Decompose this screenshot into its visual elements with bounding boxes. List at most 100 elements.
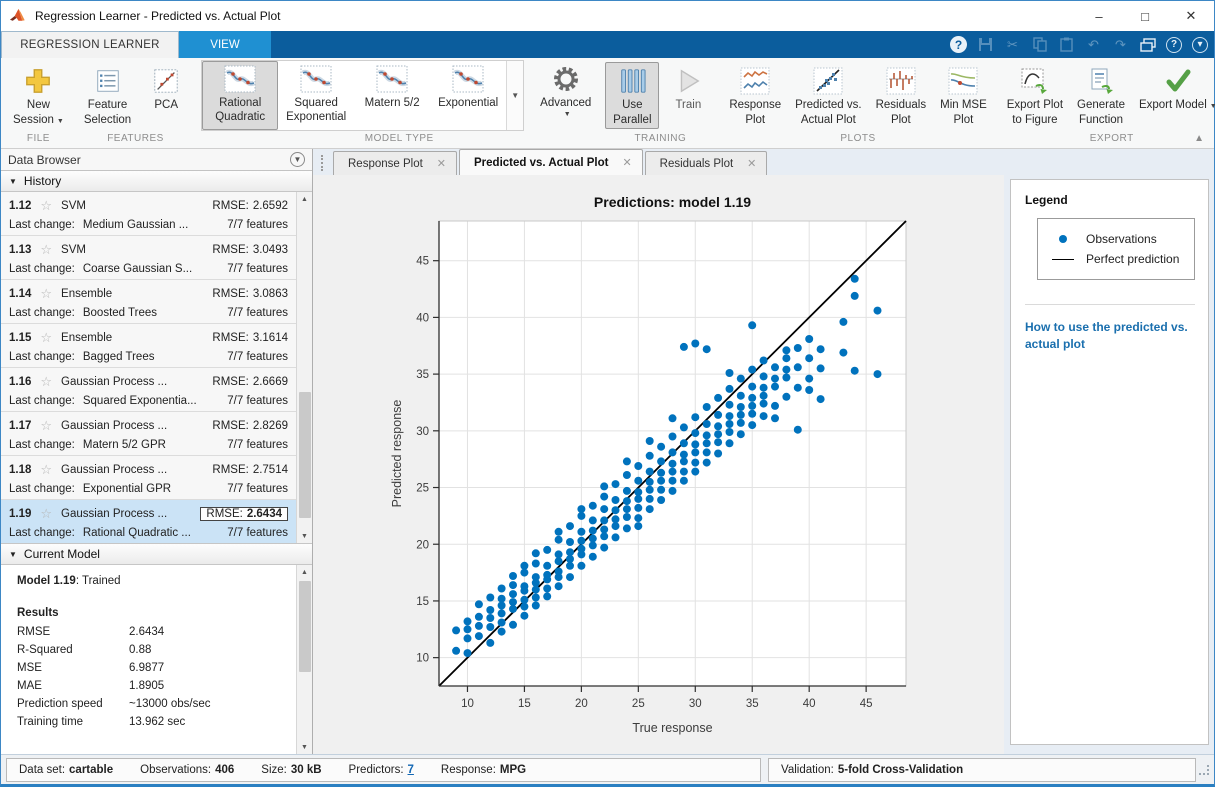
- scroll-up-icon[interactable]: ▲: [297, 192, 312, 206]
- help-icon[interactable]: ?: [1166, 37, 1182, 53]
- min-mse-plot-button[interactable]: Min MSE Plot: [934, 62, 993, 129]
- favorite-star-icon[interactable]: ☆: [40, 463, 52, 476]
- last-change-value: Exponential GPR: [83, 483, 227, 495]
- data-browser-title: Data Browser: [8, 153, 81, 167]
- tab-response-plot[interactable]: Response Plot ✕: [333, 151, 457, 175]
- model-type: Gaussian Process ...: [61, 508, 200, 520]
- current-model-scrollbar[interactable]: ▲ ▼: [296, 565, 312, 754]
- gpr-kernel-thumbnail-icon: [452, 65, 484, 96]
- current-model-section-header[interactable]: ▼ Current Model: [1, 544, 312, 565]
- ribbon: New Session▼ FILE Feature Selection: [1, 58, 1214, 149]
- ribbon-group-export: Export Plot to Figure Generate Function …: [997, 58, 1215, 148]
- residuals-plot-icon: [886, 64, 916, 98]
- gallery-dropdown-button[interactable]: ▼: [506, 61, 523, 130]
- generate-function-button[interactable]: Generate Function: [1071, 62, 1131, 129]
- favorite-star-icon[interactable]: ☆: [40, 199, 52, 212]
- close-tab-icon[interactable]: ✕: [437, 157, 446, 170]
- gear-icon: [551, 62, 581, 96]
- group-label-training: TRAINING: [601, 131, 719, 148]
- result-label: Training time: [17, 716, 129, 728]
- train-button[interactable]: Train: [661, 62, 715, 114]
- gpr-kernel-thumbnail-icon: [300, 65, 332, 96]
- favorite-star-icon[interactable]: ☆: [40, 243, 52, 256]
- panel-options-chevron-icon[interactable]: ▼: [290, 152, 305, 167]
- predicted-vs-actual-plot-button[interactable]: Predicted vs. Actual Plot: [789, 62, 867, 129]
- maximize-button[interactable]: □: [1122, 1, 1168, 31]
- residuals-plot-button[interactable]: Residuals Plot: [870, 62, 933, 129]
- plot-figure: 10152025303540451015202530354045Predicti…: [313, 175, 1004, 754]
- response-plot-icon: [740, 64, 770, 98]
- history-item-1.19[interactable]: 1.19☆Gaussian Process ...RMSE:2.6434Last…: [1, 500, 296, 543]
- features-count: 7/7 features: [227, 307, 288, 319]
- gpr-kernel-thumbnail-icon: [376, 65, 408, 96]
- scroll-down-icon[interactable]: ▼: [297, 740, 312, 754]
- history-item-1.15[interactable]: 1.15☆EnsembleRMSE:3.1614Last change:Bagg…: [1, 324, 296, 368]
- scroll-down-icon[interactable]: ▼: [297, 529, 312, 543]
- model-type: Ensemble: [61, 332, 212, 344]
- favorite-star-icon[interactable]: ☆: [40, 419, 52, 432]
- history-scrollbar[interactable]: ▲ ▼: [296, 192, 312, 543]
- predicted-vs-actual-chart[interactable]: 10152025303540451015202530354045Predicti…: [313, 175, 1006, 758]
- favorite-star-icon[interactable]: ☆: [40, 287, 52, 300]
- tab-grip-handle[interactable]: [321, 155, 327, 171]
- document-area: Response Plot ✕ Predicted vs. Actual Plo…: [313, 149, 1004, 754]
- close-button[interactable]: ✕: [1168, 1, 1214, 31]
- dropdown-arrow-icon: ▼: [57, 118, 64, 125]
- switch-windows-icon[interactable]: [1139, 36, 1156, 53]
- predictors-link[interactable]: 7: [408, 764, 414, 776]
- export-plot-icon: [1020, 64, 1050, 98]
- history-item-1.16[interactable]: 1.16☆Gaussian Process ...RMSE:2.6669Last…: [1, 368, 296, 412]
- model-rmse: RMSE:2.6669: [212, 376, 288, 388]
- collapse-ribbon-icon[interactable]: ▲: [1194, 133, 1204, 144]
- resize-grip[interactable]: [1199, 765, 1209, 775]
- tab-predicted-vs-actual-plot[interactable]: Predicted vs. Actual Plot ✕: [459, 149, 643, 175]
- pca-label: PCA: [154, 98, 178, 113]
- help-link[interactable]: How to use the predicted vs. actual plot: [1025, 319, 1195, 354]
- tab-regression-learner[interactable]: REGRESSION LEARNER: [1, 31, 179, 58]
- result-row: Prediction speed~13000 obs/sec: [17, 695, 290, 713]
- help-quick-icon[interactable]: ?: [950, 36, 967, 53]
- feature-selection-button[interactable]: Feature Selection: [78, 62, 137, 129]
- close-tab-icon[interactable]: ✕: [747, 157, 756, 170]
- use-parallel-button[interactable]: Use Parallel: [605, 62, 659, 129]
- model-rmse: RMSE:2.6434: [200, 507, 288, 521]
- favorite-star-icon[interactable]: ☆: [40, 331, 52, 344]
- save-icon: [977, 36, 994, 53]
- train-label: Train: [675, 98, 701, 113]
- advanced-button[interactable]: Advanced ▼: [534, 60, 597, 119]
- history-item-1.12[interactable]: 1.12☆SVMRMSE:2.6592Last change:Medium Ga…: [1, 192, 296, 236]
- history-item-1.17[interactable]: 1.17☆Gaussian Process ...RMSE:2.8269Last…: [1, 412, 296, 456]
- redo-icon: ↷: [1112, 36, 1129, 53]
- close-tab-icon[interactable]: ✕: [622, 156, 631, 169]
- gallery-item-squared[interactable]: SquaredExponential: [278, 61, 354, 130]
- gallery-item-exponential[interactable]: Exponential: [430, 61, 506, 130]
- export-plot-to-figure-button[interactable]: Export Plot to Figure: [1001, 62, 1069, 129]
- scroll-up-icon[interactable]: ▲: [297, 565, 312, 579]
- toolbar-options-chevron-icon[interactable]: ▾: [1192, 37, 1208, 53]
- scroll-thumb[interactable]: [299, 392, 311, 518]
- favorite-star-icon[interactable]: ☆: [40, 375, 52, 388]
- model-rmse: RMSE:3.0493: [212, 244, 288, 256]
- scroll-thumb[interactable]: [299, 581, 311, 672]
- response-plot-button[interactable]: Response Plot: [723, 62, 787, 129]
- tab-view[interactable]: VIEW: [179, 31, 271, 58]
- history-section-header[interactable]: ▼ History: [1, 171, 312, 192]
- tab-residuals-plot[interactable]: Residuals Plot ✕: [645, 151, 768, 175]
- history-item-1.13[interactable]: 1.13☆SVMRMSE:3.0493Last change:Coarse Ga…: [1, 236, 296, 280]
- history-item-1.14[interactable]: 1.14☆EnsembleRMSE:3.0863Last change:Boos…: [1, 280, 296, 324]
- model-type: SVM: [61, 200, 212, 212]
- ribbon-group-features: Feature Selection PCA FEATURES: [74, 58, 197, 148]
- features-count: 7/7 features: [227, 263, 288, 275]
- export-model-button[interactable]: Export Model▼: [1133, 62, 1215, 114]
- svg-text:45: 45: [416, 256, 429, 268]
- gallery-item-rational[interactable]: RationalQuadratic: [202, 61, 278, 130]
- pca-button[interactable]: PCA: [139, 62, 193, 114]
- gallery-item-matern-5-2[interactable]: Matern 5/2: [354, 61, 430, 130]
- features-count: 7/7 features: [227, 219, 288, 231]
- new-session-button[interactable]: New Session▼: [7, 62, 70, 129]
- model-rmse: RMSE:2.7514: [212, 464, 288, 476]
- history-item-1.18[interactable]: 1.18☆Gaussian Process ...RMSE:2.7514Last…: [1, 456, 296, 500]
- favorite-star-icon[interactable]: ☆: [40, 507, 52, 520]
- minimize-button[interactable]: –: [1076, 1, 1122, 31]
- status-field-predictors: Predictors:7: [349, 764, 414, 776]
